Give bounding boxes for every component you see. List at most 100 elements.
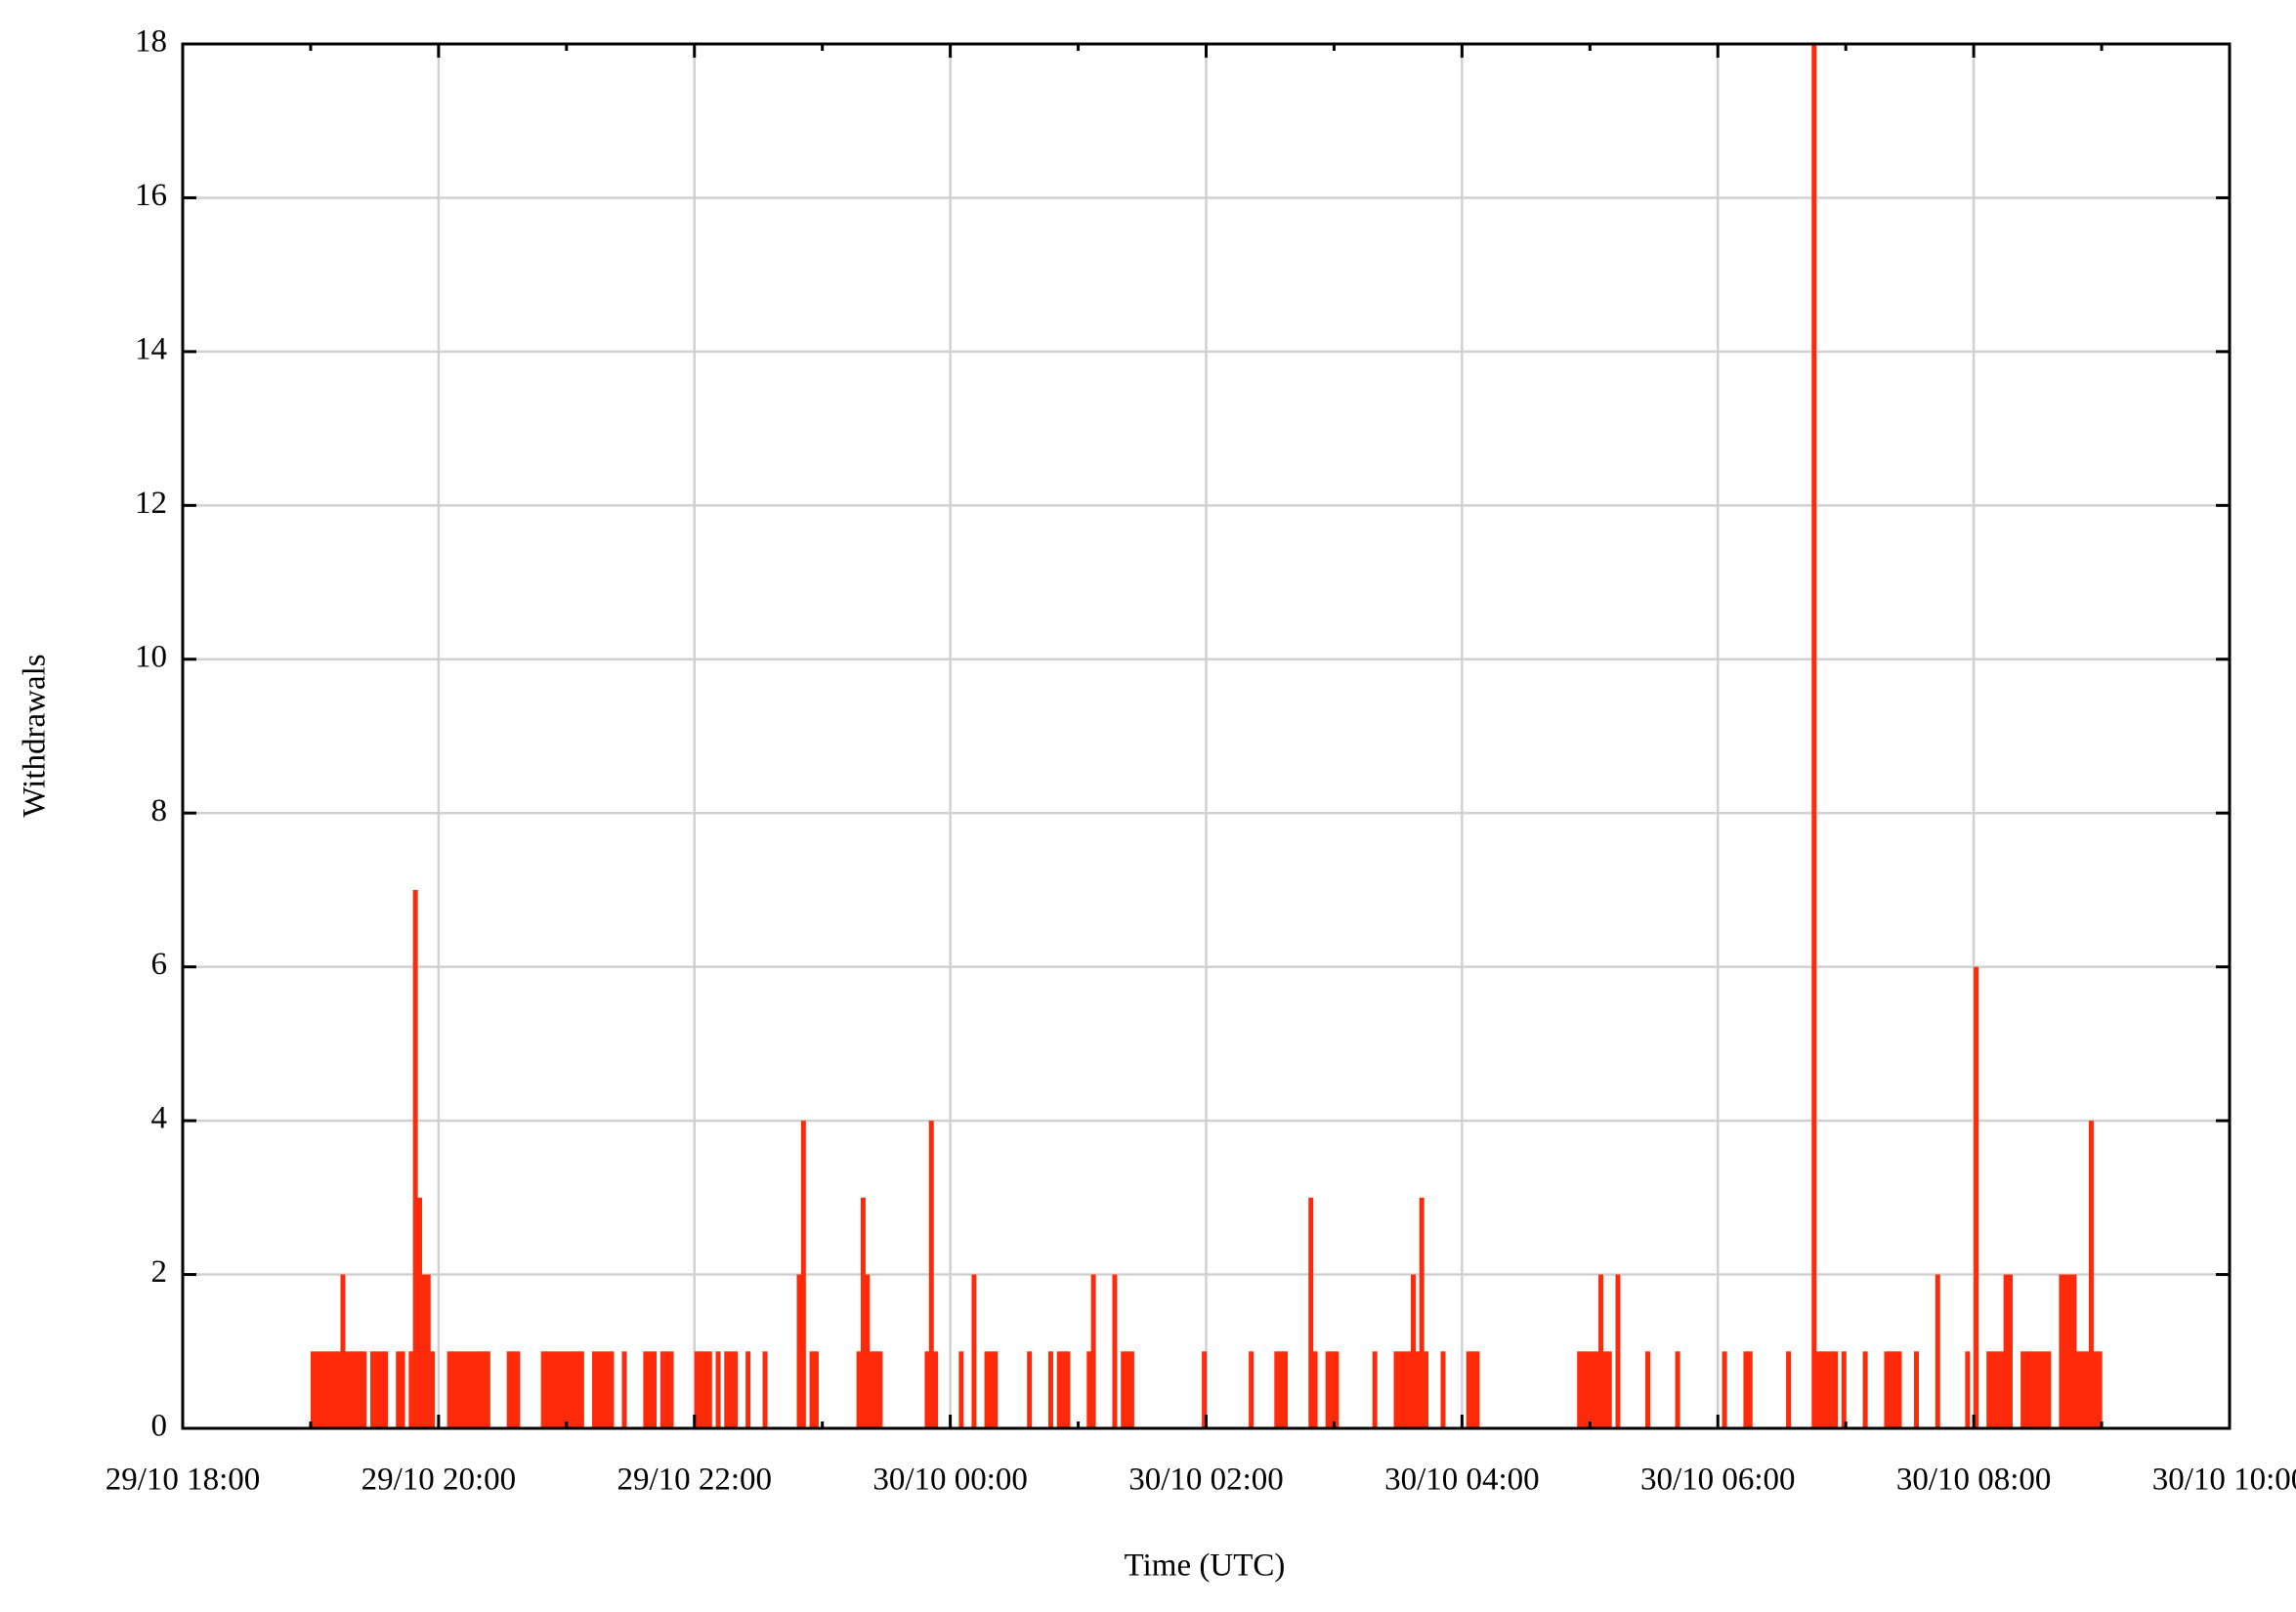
bar [412,889,418,1428]
bar [813,1351,819,1428]
bar [605,1351,611,1428]
bar [762,1351,768,1428]
bar [464,1351,470,1428]
bar [1474,1351,1480,1428]
bar [1393,1351,1399,1428]
bar [310,1351,316,1428]
bar [1615,1274,1621,1428]
bar [578,1351,584,1428]
bar [515,1351,521,1428]
bar [1278,1351,1284,1428]
bar [430,1351,436,1428]
bar [1065,1351,1071,1428]
bar [860,1197,866,1428]
bar [1862,1351,1868,1428]
bar [1974,966,1979,1428]
bar [566,1351,572,1428]
bar [2062,1274,2068,1428]
bar [1811,44,1817,1428]
x-tick-label: 30/10 02:00 [1128,1463,1284,1498]
bar [1086,1351,1092,1428]
bar [1606,1351,1612,1428]
bar [2028,1351,2034,1428]
bar [2059,1274,2064,1428]
bar [1990,1351,1996,1428]
bar [2084,1351,2090,1428]
bar [706,1351,712,1428]
bar [1892,1351,1898,1428]
bar [928,1121,934,1428]
bar [1828,1351,1834,1428]
bar [361,1351,367,1428]
y-tick-label: 14 [135,331,167,366]
bar [408,1351,414,1428]
y-tick-label: 16 [135,178,167,213]
bar [745,1351,751,1428]
bar [2024,1351,2030,1428]
bar [1598,1274,1604,1428]
bar [1965,1351,1971,1428]
bar [1411,1274,1416,1428]
bar [873,1351,879,1428]
bar [544,1351,550,1428]
bar [958,1351,964,1428]
x-tick-label: 29/10 22:00 [617,1463,772,1498]
bar [724,1351,730,1428]
bar [699,1351,704,1428]
bar [1424,1351,1429,1428]
bar [1986,1351,1992,1428]
bar [1470,1351,1476,1428]
bar [1402,1351,1408,1428]
bar [1202,1351,1208,1428]
bar [446,1351,452,1428]
bar [924,1351,930,1428]
bar [485,1351,490,1428]
bar [315,1351,320,1428]
bar [592,1351,597,1428]
bar [1325,1351,1331,1428]
bar [1935,1274,1940,1428]
x-tick-label: 30/10 10:00 [2152,1463,2296,1498]
bar [574,1351,580,1428]
bar [2067,1274,2073,1428]
bar [1815,1351,1821,1428]
bar [2080,1351,2086,1428]
x-tick-label: 30/10 00:00 [872,1463,1028,1498]
bar [728,1351,734,1428]
bar [715,1351,721,1428]
y-tick-label: 12 [135,486,167,521]
bar [1645,1351,1651,1428]
bar [378,1351,384,1428]
bar [1585,1351,1591,1428]
bar [1312,1351,1318,1428]
bar [1896,1351,1902,1428]
x-tick-label: 29/10 20:00 [361,1463,517,1498]
bar [506,1351,512,1428]
bar [856,1351,862,1428]
bar [643,1351,649,1428]
bar [733,1351,738,1428]
bar [1820,1351,1825,1428]
y-tick-label: 6 [151,947,168,982]
bar [370,1351,376,1428]
bar [2003,1274,2009,1428]
bar [353,1351,359,1428]
y-tick-label: 4 [151,1101,168,1136]
bar [1994,1351,2000,1428]
bar [2093,1351,2099,1428]
bar [481,1351,487,1428]
bar [1112,1274,1118,1428]
bar [477,1351,483,1428]
bar [374,1351,380,1428]
bar [1397,1351,1403,1428]
bar [1884,1351,1890,1428]
bar [383,1351,389,1428]
bar [809,1351,815,1428]
bar [1722,1351,1727,1428]
bar [1125,1351,1130,1428]
bar [1056,1351,1062,1428]
bar [450,1351,456,1428]
bar [596,1351,602,1428]
bar [425,1274,431,1428]
